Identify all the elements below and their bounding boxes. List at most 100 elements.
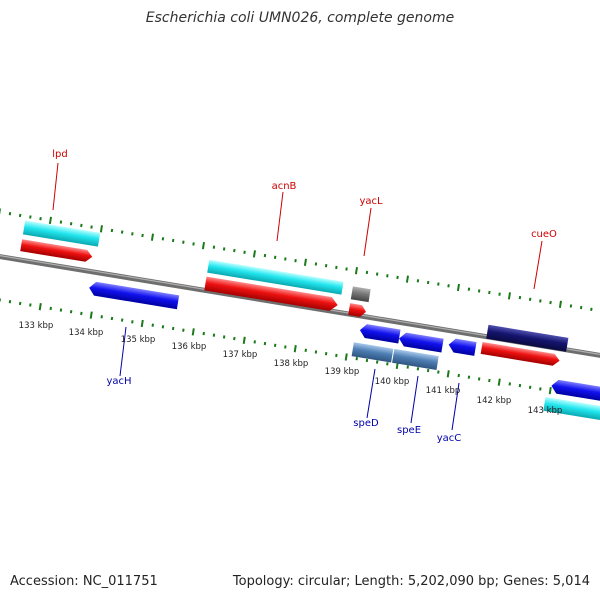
lower-tick-mark [182,328,185,332]
upper-tick-mark [396,275,399,280]
upper-tick-mark [161,237,165,241]
upper-tick-mark [294,259,297,263]
lower-tick-mark [212,333,216,337]
upper-tick-mark [29,215,32,219]
scale-label-141: 141 kbp [426,386,461,396]
gene-yacH-arrow[interactable] [88,281,180,310]
upper-tick-mark [182,240,185,244]
lower-tick-mark [233,336,236,341]
upper-tick-mark [314,262,318,266]
upper-tick-mark [39,217,42,221]
upper-tick-mark [171,238,175,243]
lower-tick-mark [89,311,93,319]
lower-tick-mark [242,336,246,344]
upper-tick-mark [192,242,195,246]
lower-tick-mark [59,308,63,312]
lower-tick-mark [457,373,460,378]
upper-tick-mark [243,250,246,254]
upper-tick-mark [447,284,450,288]
gene-lpd-cyan[interactable] [22,220,101,247]
lower-tick-mark [508,382,511,386]
lower-tick-mark [528,385,532,389]
gene-speE-steel[interactable] [392,348,439,370]
gene-cueO-navy[interactable] [486,324,569,352]
lower-tick-mark [446,370,450,378]
upper-tick-mark [212,245,216,249]
lower-tick-mark [426,368,430,373]
lower-tick-mark [140,319,144,328]
upper-tick-mark [131,232,134,236]
lower-tick-mark [131,320,134,324]
gene-yacC-arrow[interactable] [448,338,477,356]
scale-label-133: 133 kbp [19,321,54,331]
upper-tick-mark [539,299,542,303]
upper-tick-mark [324,264,328,268]
scale-label-138: 138 kbp [274,359,309,369]
lower-tick-mark [467,375,471,379]
lower-tick-mark [110,316,114,321]
lower-tick-mark [406,365,409,369]
gene-cueO-cds-arrow[interactable] [480,342,561,367]
callout-yacH [119,326,127,377]
lower-tick-mark [49,306,52,311]
upper-tick-mark [345,267,348,271]
gene-label-yacH: yacH [106,376,131,387]
upper-tick-mark [507,292,511,300]
lower-tick-mark [69,310,73,314]
upper-tick-mark [426,280,430,285]
gene-yacL-gray[interactable] [350,286,371,303]
gene-label-acnB: acnB [272,181,297,192]
upper-tick-mark [18,213,22,218]
upper-tick-mark [569,304,573,308]
upper-tick-mark [528,297,532,301]
scale-label-139: 139 kbp [325,367,360,377]
callout-yacL [363,207,372,257]
lower-tick-mark [151,323,154,327]
gene-yacL-cds-arrow[interactable] [348,303,367,318]
scale-label-134: 134 kbp [69,328,104,338]
upper-tick-mark [386,274,389,278]
lower-tick-mark [222,335,226,339]
upper-tick-mark [467,287,471,291]
gene-label-lpd: lpd [52,149,67,160]
upper-tick-mark [518,295,522,300]
gene-label-speE: speE [397,425,421,436]
gene-label-yacC: yacC [437,433,462,444]
callout-acnB [276,191,284,242]
gene-speD-arrow[interactable] [359,323,401,344]
upper-tick-mark [141,233,144,238]
gene-right-edge-arrow[interactable] [550,379,600,406]
upper-tick-mark [354,267,358,275]
lower-tick-mark [29,303,32,307]
lower-tick-mark [293,345,297,353]
upper-tick-mark [456,283,460,292]
gene-label-speD: speD [353,418,379,429]
gene-lpd-cds-arrow[interactable] [20,239,93,262]
upper-tick-mark [477,289,481,293]
lower-tick-mark [18,301,22,306]
upper-tick-mark [549,300,552,305]
lower-tick-mark [539,387,542,391]
callout-cueO [533,240,543,290]
lower-tick-mark [80,311,83,316]
lower-tick-mark [273,343,277,347]
upper-tick-mark [590,307,593,311]
upper-tick-mark [365,270,369,275]
lower-tick-mark [8,300,12,304]
accession-text: Accession: NC_011751 [10,574,158,589]
gene-speD-steel[interactable] [351,342,394,363]
upper-tick-mark [303,258,307,266]
map-title: Escherichia coli UMN026, complete genome [145,10,455,26]
gene-right-edge-cyan[interactable] [543,396,600,424]
topology-text: Topology: circular; Length: 5,202,090 bp… [232,574,590,589]
upper-tick-mark [273,255,277,259]
lower-tick-mark [416,367,420,371]
lower-tick-mark [324,352,328,356]
lower-tick-mark [386,362,389,366]
gene-acnB-cyan[interactable] [207,259,344,295]
scale-label-143: 143 kbp [528,406,563,416]
gene-speE-arrow[interactable] [398,332,444,353]
gene-acnB-cds-arrow[interactable] [204,276,339,312]
lower-tick-mark [548,386,552,395]
gene-label-cueO: cueO [531,229,557,240]
